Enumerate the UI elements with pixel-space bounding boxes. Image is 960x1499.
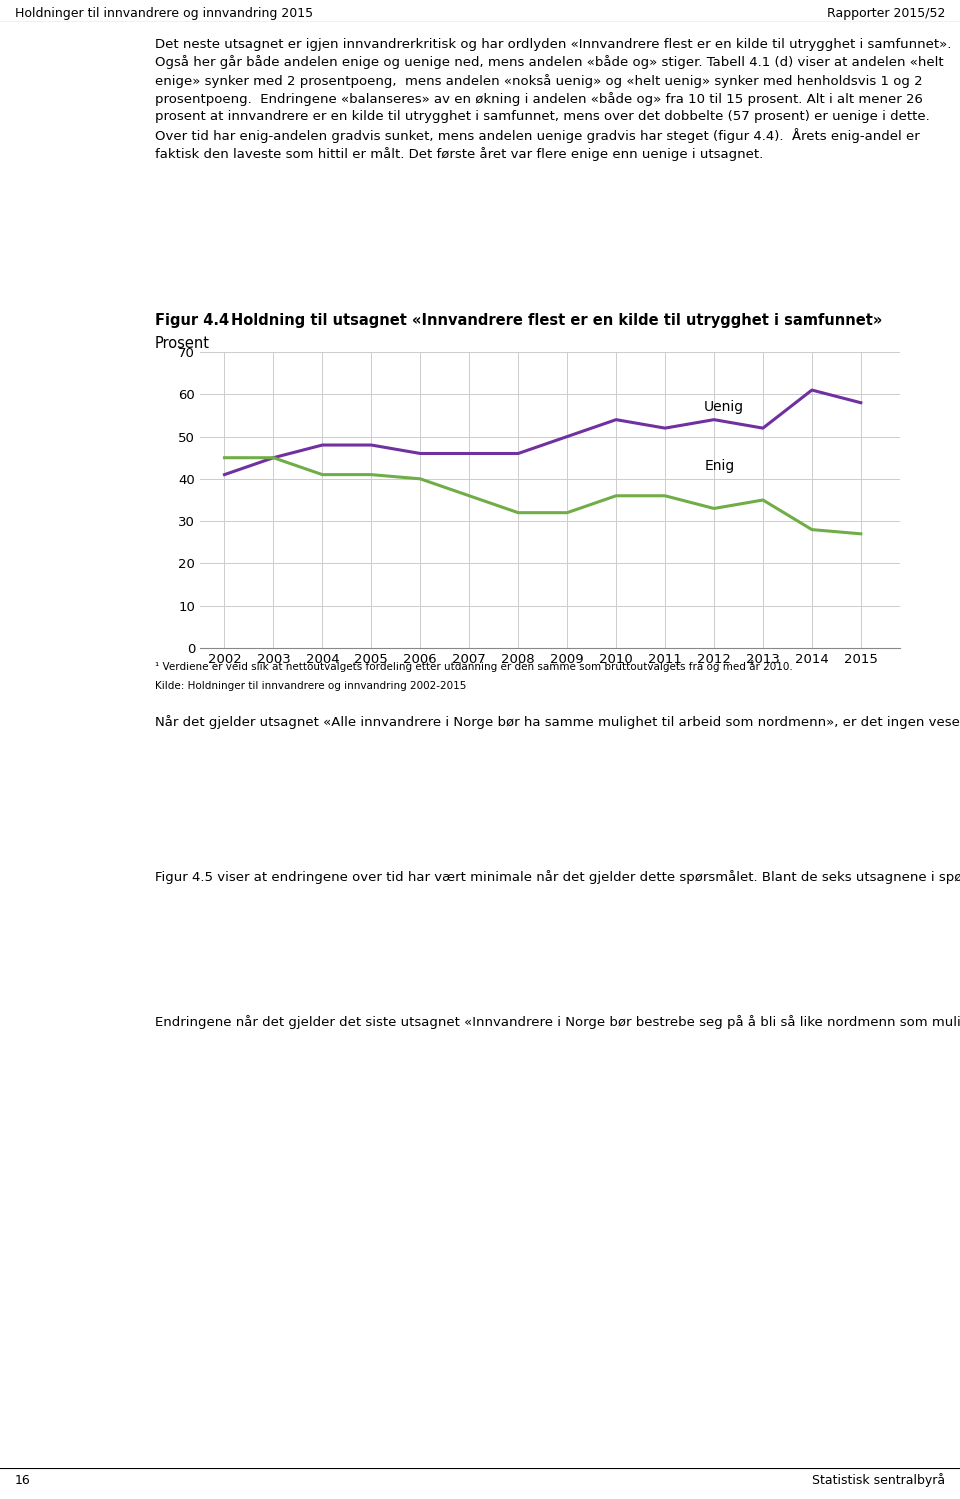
Text: Holdninger til innvandrere og innvandring 2015: Holdninger til innvandrere og innvandrin… [15, 6, 313, 19]
Text: Rapporter 2015/52: Rapporter 2015/52 [827, 6, 945, 19]
Text: Det neste utsagnet er igjen innvandrerkritisk og har ordlyden «Innvandrere flest: Det neste utsagnet er igjen innvandrerkr… [155, 37, 951, 162]
Text: ¹ Verdiene er veid slik at nettoutvalgets fordeling etter utdanning er den samme: ¹ Verdiene er veid slik at nettoutvalget… [155, 660, 793, 672]
Text: 16: 16 [15, 1474, 31, 1487]
Text: Holdning til utsagnet «Innvandrere flest er en kilde til utrygghet i samfunnet»: Holdning til utsagnet «Innvandrere flest… [231, 313, 882, 328]
Text: Figur 4.5 viser at endringene over tid har vært minimale når det gjelder dette s: Figur 4.5 viser at endringene over tid h… [155, 869, 960, 884]
Text: Statistisk sentralbyrå: Statistisk sentralbyrå [812, 1474, 945, 1487]
Text: Uenig: Uenig [705, 400, 744, 414]
Text: Figur 4.4: Figur 4.4 [155, 313, 229, 328]
Text: Endringene når det gjelder det siste utsagnet «Innvandrere i Norge bør bestrebe : Endringene når det gjelder det siste uts… [155, 1015, 960, 1028]
Text: Enig: Enig [705, 459, 734, 474]
Text: Kilde: Holdninger til innvandrere og innvandring 2002-2015: Kilde: Holdninger til innvandrere og inn… [155, 681, 467, 691]
Text: Når det gjelder utsagnet «Alle innvandrere i Norge bør ha samme mulighet til arb: Når det gjelder utsagnet «Alle innvandre… [155, 715, 960, 729]
Text: Prosent: Prosent [155, 336, 210, 351]
